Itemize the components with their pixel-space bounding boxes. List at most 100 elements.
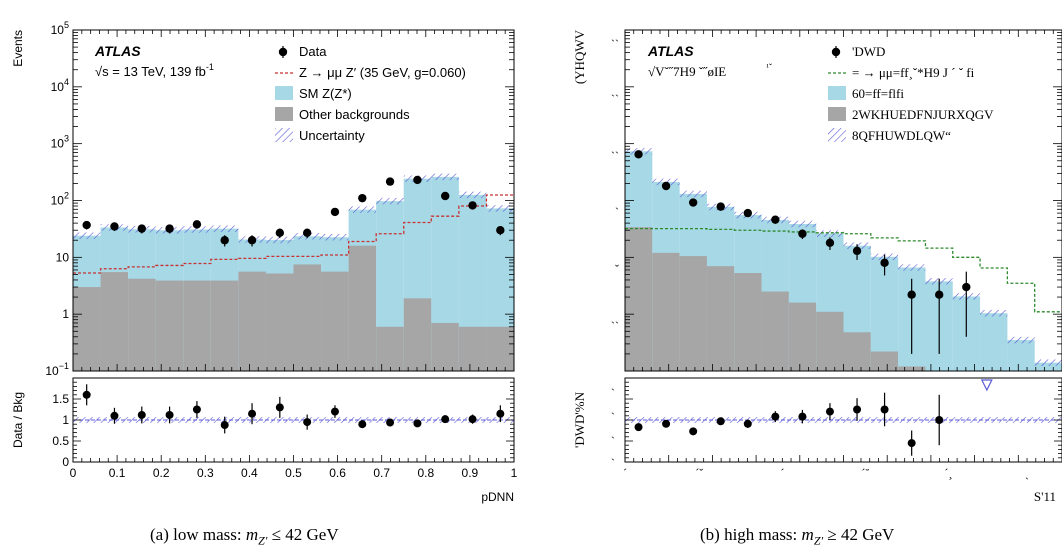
x-tick-label: 0.9 xyxy=(462,466,479,480)
x-tick-label: 0.5 xyxy=(285,466,302,480)
y-tick-label-1000: 103 xyxy=(51,134,69,151)
x-axis-title: S'11 xyxy=(1034,489,1056,504)
data-point xyxy=(496,226,505,235)
uncertainty-band xyxy=(348,206,377,213)
ratio-y-tick-label: 0 xyxy=(62,455,69,469)
legend-unc-label: Uncertainty xyxy=(299,128,365,143)
data-point xyxy=(798,229,807,238)
x-axis-title: pDNN xyxy=(481,490,514,504)
data-point xyxy=(716,202,725,211)
legend-other-swatch xyxy=(828,107,846,121)
x-tick-label: 0.2 xyxy=(153,466,170,480)
ratio-point xyxy=(192,405,201,414)
data-point xyxy=(247,236,257,245)
ratio-y-tick-label: 0.5 xyxy=(52,434,69,448)
uncertainty-band xyxy=(183,226,211,233)
y-tick-label-10: 10 xyxy=(56,250,70,264)
legend-data-label: Data xyxy=(299,44,327,59)
uncertainty-band xyxy=(679,190,707,198)
sm-bar xyxy=(1007,340,1035,371)
ratio-point xyxy=(907,439,916,448)
data-point xyxy=(825,238,835,248)
ratio-point xyxy=(358,420,367,429)
legend-data-label: 'DWD xyxy=(852,44,885,59)
legend-sm-label: SM Z(Z*) xyxy=(299,86,352,101)
ratio-point xyxy=(275,403,284,412)
data-point xyxy=(907,290,916,299)
uncertainty-band xyxy=(486,205,514,212)
uncertainty-band xyxy=(980,309,1008,317)
histograms xyxy=(625,148,1062,371)
other-bar xyxy=(348,245,377,371)
legend-unc-label: 8QFHUWDLQW“ xyxy=(852,128,951,143)
ratio-point xyxy=(634,423,643,432)
other-bar xyxy=(210,280,239,371)
other-bar xyxy=(431,322,459,371)
legend-sm-swatch xyxy=(828,86,846,100)
other-bar xyxy=(265,273,294,371)
data-point xyxy=(771,215,780,224)
y-tick-label-100000: 105 xyxy=(51,20,69,37)
ratio-point xyxy=(441,415,450,424)
other-bar xyxy=(403,298,432,371)
other-bar xyxy=(679,256,707,371)
caption-a: (a) low mass: mZ′ ≤ 42 GeV xyxy=(150,525,339,548)
other-bar xyxy=(128,278,156,371)
x-tick-mark: ´ xyxy=(623,466,627,480)
other-bar xyxy=(100,272,129,371)
data-point xyxy=(192,220,202,229)
ratio-point xyxy=(468,415,477,424)
data-point xyxy=(441,191,450,201)
data-point xyxy=(82,220,91,230)
y-tick-mark: ˇ xyxy=(615,262,619,276)
ratio-point xyxy=(825,407,834,416)
y-axis-title: Events xyxy=(11,30,25,67)
ratio-point xyxy=(935,416,944,424)
ratio-point xyxy=(165,410,174,419)
ratio-uncertainty-band xyxy=(73,417,514,423)
other-bar xyxy=(73,287,101,371)
legend-other-swatch xyxy=(275,107,293,121)
ratio-point xyxy=(798,412,807,421)
other-bar xyxy=(870,351,899,371)
data-point xyxy=(358,193,367,203)
energy-label: √s = 13 TeV, 139 fb-1 xyxy=(95,62,214,79)
data-point xyxy=(275,228,285,238)
y-tick-mark: ˋ xyxy=(615,205,619,219)
other-bar xyxy=(761,291,789,371)
atlas-label: ATLAS xyxy=(94,43,141,59)
ratio-y-axis-title: 'DWD'%N xyxy=(572,391,587,448)
histograms xyxy=(73,173,514,371)
data-point xyxy=(165,224,174,233)
x-tick-label: 0.4 xyxy=(241,466,258,480)
other-bar xyxy=(376,326,404,371)
energy-label: √Vˇ˝7H9 ˇ˝øIE ¹ˇ xyxy=(648,62,772,79)
x-tick-label: 1 xyxy=(511,466,518,480)
x-tick-label: 0 xyxy=(70,466,77,480)
y-tick-mark: ˋˋ xyxy=(611,149,619,163)
other-bar xyxy=(652,252,680,371)
other-bar xyxy=(788,302,817,371)
y-tick-label-10000: 104 xyxy=(51,77,69,94)
y-axis-title: (YHQWV xyxy=(572,29,587,84)
data-point xyxy=(880,258,889,268)
ratio-point xyxy=(110,411,119,420)
ratio-tick-mark: ˏ xyxy=(611,425,615,439)
data-point xyxy=(661,181,671,191)
caption-b: (b) high mass: mZ′ ≥ 42 GeV xyxy=(700,525,895,548)
ratio-point xyxy=(137,410,146,419)
other-bar xyxy=(625,227,653,371)
other-bar xyxy=(734,273,762,371)
uncertainty-band xyxy=(73,232,101,239)
ratio-point xyxy=(248,409,257,418)
data-point xyxy=(688,198,698,207)
y-tick-label-100: 102 xyxy=(51,191,69,208)
ratio-point xyxy=(496,409,505,418)
other-bar xyxy=(155,280,184,371)
data-point xyxy=(137,224,146,233)
ratio-point xyxy=(220,421,229,430)
ratio-point xyxy=(853,405,862,414)
ratio-point xyxy=(330,407,339,416)
data-point xyxy=(330,207,340,217)
